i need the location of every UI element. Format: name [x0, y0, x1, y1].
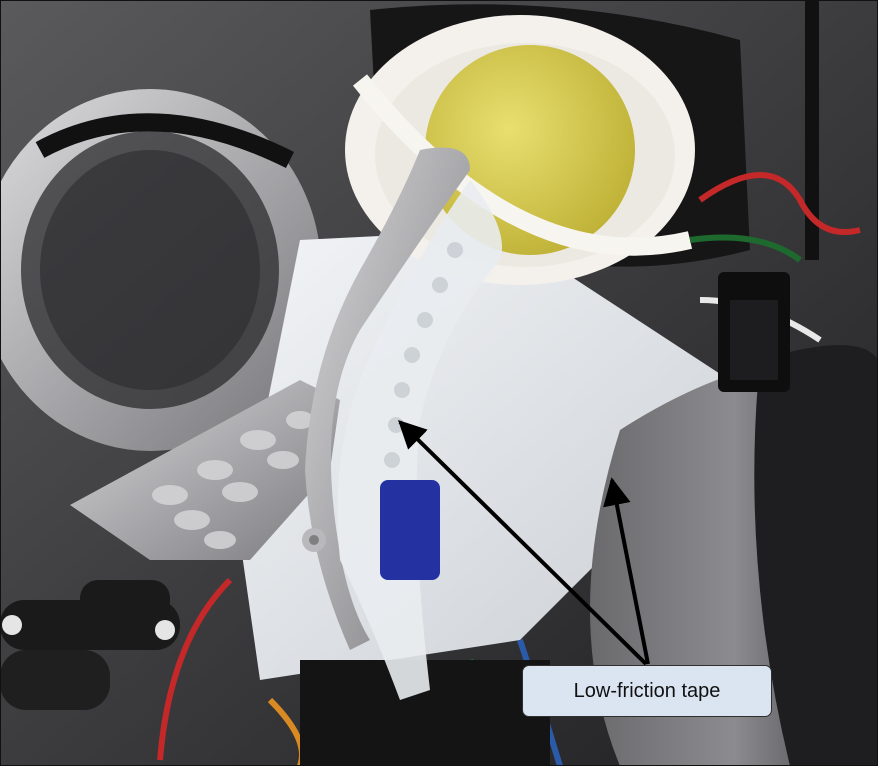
annotation-label-box: Low-friction tape — [522, 665, 772, 717]
arrow-to-finger — [398, 420, 648, 666]
arrow-to-plate — [603, 477, 650, 665]
annotation-label: Low-friction tape — [573, 679, 721, 702]
